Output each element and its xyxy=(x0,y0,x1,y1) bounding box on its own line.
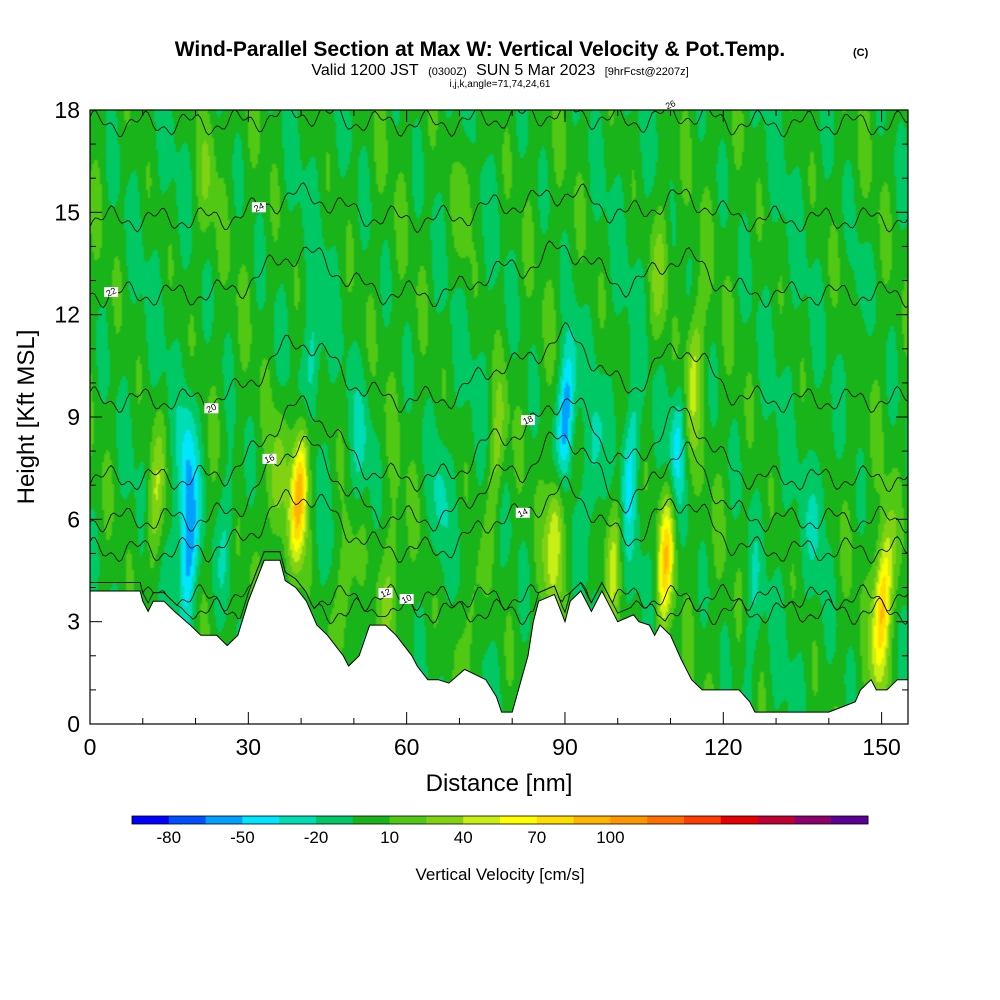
contour-label-16: 16 xyxy=(263,452,276,465)
colorbar-tick-label: 100 xyxy=(596,828,624,847)
theta-contour-26 xyxy=(90,110,908,138)
colorbar-swatch xyxy=(168,816,206,824)
colorbar-swatch xyxy=(610,816,648,824)
colorbar xyxy=(131,815,869,825)
x-tick-label: 120 xyxy=(704,734,742,760)
theta-contour-14 xyxy=(90,475,908,565)
colorbar-swatch xyxy=(573,816,611,824)
colorbar-swatch xyxy=(426,816,464,824)
y-tick-label: 9 xyxy=(67,404,80,430)
axis-ticks xyxy=(89,109,908,725)
colorbar-swatch xyxy=(352,816,390,824)
theta-contour-22 xyxy=(90,240,908,309)
y-tick-label: 3 xyxy=(67,609,80,635)
y-tick-labels: 0 3 6 9 12 15 18 xyxy=(54,97,80,737)
x-tick-label: 60 xyxy=(394,734,420,760)
colorbar-swatch xyxy=(205,816,243,824)
vertical-velocity-field xyxy=(90,110,908,724)
colorbar-tick-label: 70 xyxy=(527,828,546,847)
valid-time-line: Valid 1200 JST (0300Z) SUN 5 Mar 2023 [9… xyxy=(311,62,688,79)
colorbar-frame xyxy=(131,815,869,825)
theta-contour-24 xyxy=(90,182,908,234)
x-tick-label: 0 xyxy=(84,734,97,760)
contour-label-10: 10 xyxy=(400,592,413,605)
contour-label-18: 18 xyxy=(521,413,534,426)
contour-label-bg-12 xyxy=(378,587,393,598)
valid-date: SUN 5 Mar 2023 xyxy=(476,62,595,79)
contour-label-bg-16 xyxy=(262,453,277,464)
colorbar-tick-labels: -80 -50 -20 10 40 70 100 xyxy=(157,828,625,847)
theta-contour-12 xyxy=(90,551,908,612)
colorbar-swatch xyxy=(684,816,722,824)
x-tick-label: 30 xyxy=(236,734,262,760)
contour-label-bg-14 xyxy=(515,507,530,518)
contour-label-22: 22 xyxy=(104,285,117,298)
colorbar-swatch xyxy=(279,816,317,824)
contour-label-bg-24 xyxy=(251,202,266,213)
x-axis-label: Distance [nm] xyxy=(426,770,573,797)
plot-area xyxy=(90,110,908,724)
colorbar-swatch xyxy=(389,816,427,824)
valid-utc: (0300Z) xyxy=(428,66,467,78)
terrain-mask xyxy=(90,560,908,724)
terrain-outline xyxy=(90,559,908,713)
contour-label-24: 24 xyxy=(252,201,265,214)
colorbar-label: Vertical Velocity [cm/s] xyxy=(415,865,584,884)
x-tick-label: 90 xyxy=(552,734,578,760)
potential-temperature-contours xyxy=(90,110,908,626)
contour-labels: 10 12 14 16 18 20 22 24 26 xyxy=(104,98,678,606)
colorbar-tick-label: 10 xyxy=(380,828,399,847)
valid-prefix: Valid 1200 JST xyxy=(311,62,419,79)
section-indices: i,j,k,angle=71,74,24,61 xyxy=(450,79,551,90)
title-copyright-mark: (C) xyxy=(853,47,869,59)
contour-label-bg-22 xyxy=(104,287,119,298)
colorbar-swatch xyxy=(500,816,538,824)
colorbar-swatch xyxy=(132,816,170,824)
y-tick-label: 6 xyxy=(67,506,80,532)
colorbar-swatch xyxy=(720,816,758,824)
theta-contour-16 xyxy=(90,431,908,534)
contour-label-20: 20 xyxy=(205,402,218,415)
colorbar-swatch xyxy=(831,816,869,824)
contour-label-bg-10 xyxy=(399,594,414,605)
colorbar-swatch xyxy=(536,816,574,824)
x-tick-labels: 0 30 60 90 120 150 xyxy=(84,734,901,760)
colorbar-swatch xyxy=(242,816,280,824)
y-tick-label: 12 xyxy=(54,302,80,328)
contour-label-bg-20 xyxy=(204,403,219,414)
colorbar-swatch xyxy=(647,816,685,824)
colorbar-tick-label: -50 xyxy=(230,828,255,847)
y-axis-label: Height [Kft MSL] xyxy=(13,330,40,505)
y-tick-label: 18 xyxy=(54,97,80,123)
colorbar-swatch xyxy=(794,816,832,824)
theta-contour-10 xyxy=(90,551,908,626)
theta-contour-18 xyxy=(90,395,908,493)
contour-label-bg-18 xyxy=(521,415,536,426)
colorbar-tick-label: 40 xyxy=(454,828,473,847)
colorbar-tick-label: -20 xyxy=(304,828,329,847)
contour-label-14: 14 xyxy=(516,506,529,519)
contour-label-bg-26 xyxy=(663,99,678,110)
colorbar-swatch xyxy=(757,816,795,824)
x-tick-label: 150 xyxy=(862,734,900,760)
colorbar-tick-label: -80 xyxy=(157,828,182,847)
colorbar-swatch xyxy=(463,816,501,824)
colorbar-swatch xyxy=(316,816,354,824)
y-tick-label: 0 xyxy=(67,711,80,737)
contour-label-26: 26 xyxy=(664,98,677,111)
chart-title: Wind-Parallel Section at Max W: Vertical… xyxy=(175,38,786,61)
theta-contour-20 xyxy=(90,322,908,414)
contour-label-12: 12 xyxy=(379,586,392,599)
y-tick-label: 15 xyxy=(54,199,80,225)
forecast-info: [9hrFcst@2207z] xyxy=(605,66,689,78)
